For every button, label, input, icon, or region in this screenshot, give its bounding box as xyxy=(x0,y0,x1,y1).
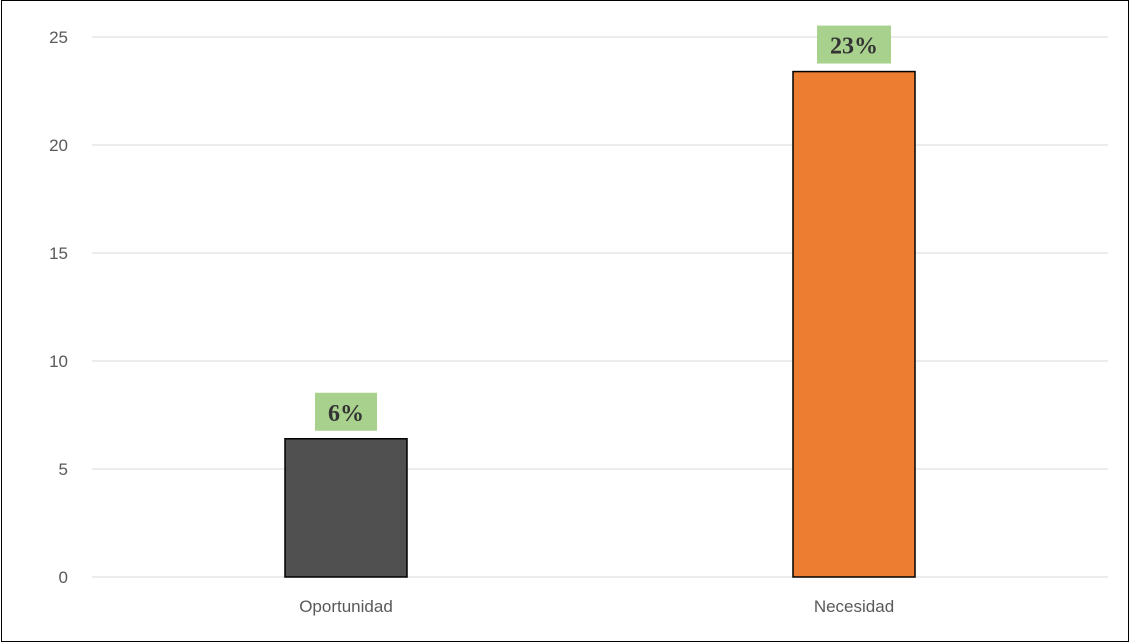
data-label: 6% xyxy=(328,401,364,427)
y-tick-label: 5 xyxy=(59,460,68,479)
y-tick-label: 10 xyxy=(49,352,68,371)
bar-necesidad xyxy=(792,70,916,578)
y-tick-label: 25 xyxy=(49,28,68,47)
data-label-background xyxy=(315,392,377,431)
x-tick-label: Oportunidad xyxy=(299,597,393,616)
x-tick-label: Necesidad xyxy=(814,597,894,616)
y-tick-label: 0 xyxy=(59,568,68,587)
data-label: 23% xyxy=(830,34,878,60)
bar-oportunidad xyxy=(284,438,408,578)
data-label-background xyxy=(817,25,891,64)
y-tick-label: 15 xyxy=(49,244,68,263)
y-tick-label: 20 xyxy=(49,136,68,155)
